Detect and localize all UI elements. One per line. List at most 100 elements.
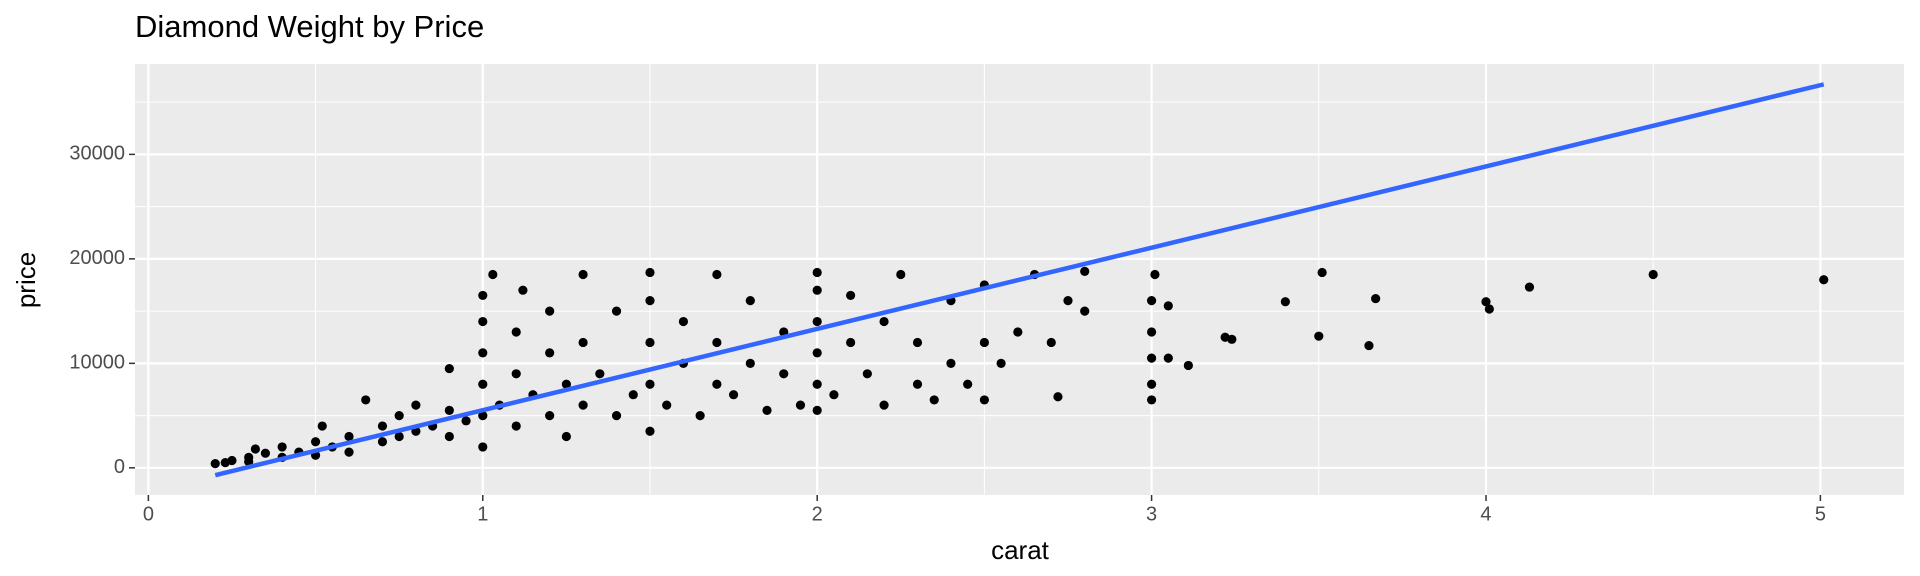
point <box>611 410 622 421</box>
point <box>628 390 638 400</box>
y-tick-label: 20000 <box>69 247 125 269</box>
point <box>678 316 689 327</box>
point <box>377 437 388 447</box>
point <box>310 437 321 447</box>
point <box>1819 275 1829 285</box>
point <box>277 442 287 452</box>
trend-line <box>214 82 1825 478</box>
point <box>1280 297 1290 307</box>
point <box>879 400 889 410</box>
point <box>1053 392 1063 402</box>
point <box>317 421 327 431</box>
point <box>344 431 354 442</box>
point <box>561 431 571 442</box>
point <box>979 337 989 348</box>
point <box>1481 297 1491 307</box>
point <box>210 459 220 469</box>
point <box>963 379 973 389</box>
point <box>344 447 354 457</box>
point <box>645 267 655 278</box>
point <box>846 290 856 301</box>
point <box>996 358 1006 368</box>
point <box>1364 340 1374 351</box>
point <box>812 379 822 389</box>
point <box>595 369 605 379</box>
point <box>846 337 856 348</box>
point <box>1013 327 1023 337</box>
point <box>511 369 521 379</box>
point <box>444 363 454 374</box>
point <box>1063 296 1073 306</box>
point <box>244 452 254 462</box>
point <box>1146 395 1157 405</box>
point <box>1046 337 1056 348</box>
point <box>896 269 906 280</box>
point <box>478 379 488 389</box>
point <box>862 369 872 379</box>
point <box>1150 269 1160 280</box>
x-tick-label: 0 <box>143 503 154 525</box>
point <box>478 442 488 452</box>
x-tick-label: 1 <box>477 503 488 525</box>
point <box>712 337 722 348</box>
point <box>1080 306 1090 316</box>
point <box>712 379 722 389</box>
point <box>578 400 588 410</box>
point <box>511 327 521 337</box>
point <box>1080 266 1090 277</box>
point <box>645 296 655 306</box>
point <box>478 316 488 327</box>
y-tick-label: 30000 <box>69 143 125 165</box>
point <box>912 379 923 389</box>
point <box>829 390 839 400</box>
point <box>1146 353 1157 363</box>
point <box>695 410 705 421</box>
point <box>1648 269 1658 280</box>
y-axis-label: price <box>11 252 41 308</box>
point <box>1183 360 1193 371</box>
point <box>1371 293 1381 304</box>
point <box>1314 331 1324 341</box>
x-tick-label: 4 <box>1480 503 1491 525</box>
point <box>511 421 521 431</box>
point <box>444 405 454 415</box>
point <box>912 337 923 348</box>
point <box>478 348 488 358</box>
point <box>545 410 555 421</box>
point <box>779 369 789 379</box>
point <box>578 337 588 348</box>
point <box>478 290 488 301</box>
point <box>929 395 939 405</box>
point <box>561 379 571 389</box>
point <box>812 316 822 327</box>
point <box>394 431 404 442</box>
point <box>1227 334 1237 344</box>
point <box>946 358 956 368</box>
point <box>394 410 404 421</box>
point <box>518 285 528 295</box>
point <box>1146 327 1157 337</box>
point <box>411 400 421 410</box>
point <box>611 306 622 316</box>
point <box>1163 301 1173 311</box>
point <box>662 400 672 410</box>
point <box>260 448 271 458</box>
point <box>795 400 806 410</box>
point <box>478 410 488 421</box>
point <box>812 267 822 278</box>
point <box>227 455 237 466</box>
point <box>728 390 739 400</box>
point <box>645 426 655 436</box>
point <box>1146 296 1157 306</box>
x-tick-label: 2 <box>812 503 823 525</box>
point <box>488 269 498 280</box>
chart-title: Diamond Weight by Price <box>135 9 484 44</box>
point <box>444 431 454 442</box>
point <box>812 405 822 415</box>
point <box>461 416 471 426</box>
point <box>979 395 989 405</box>
point <box>545 348 555 358</box>
point <box>1317 267 1327 278</box>
